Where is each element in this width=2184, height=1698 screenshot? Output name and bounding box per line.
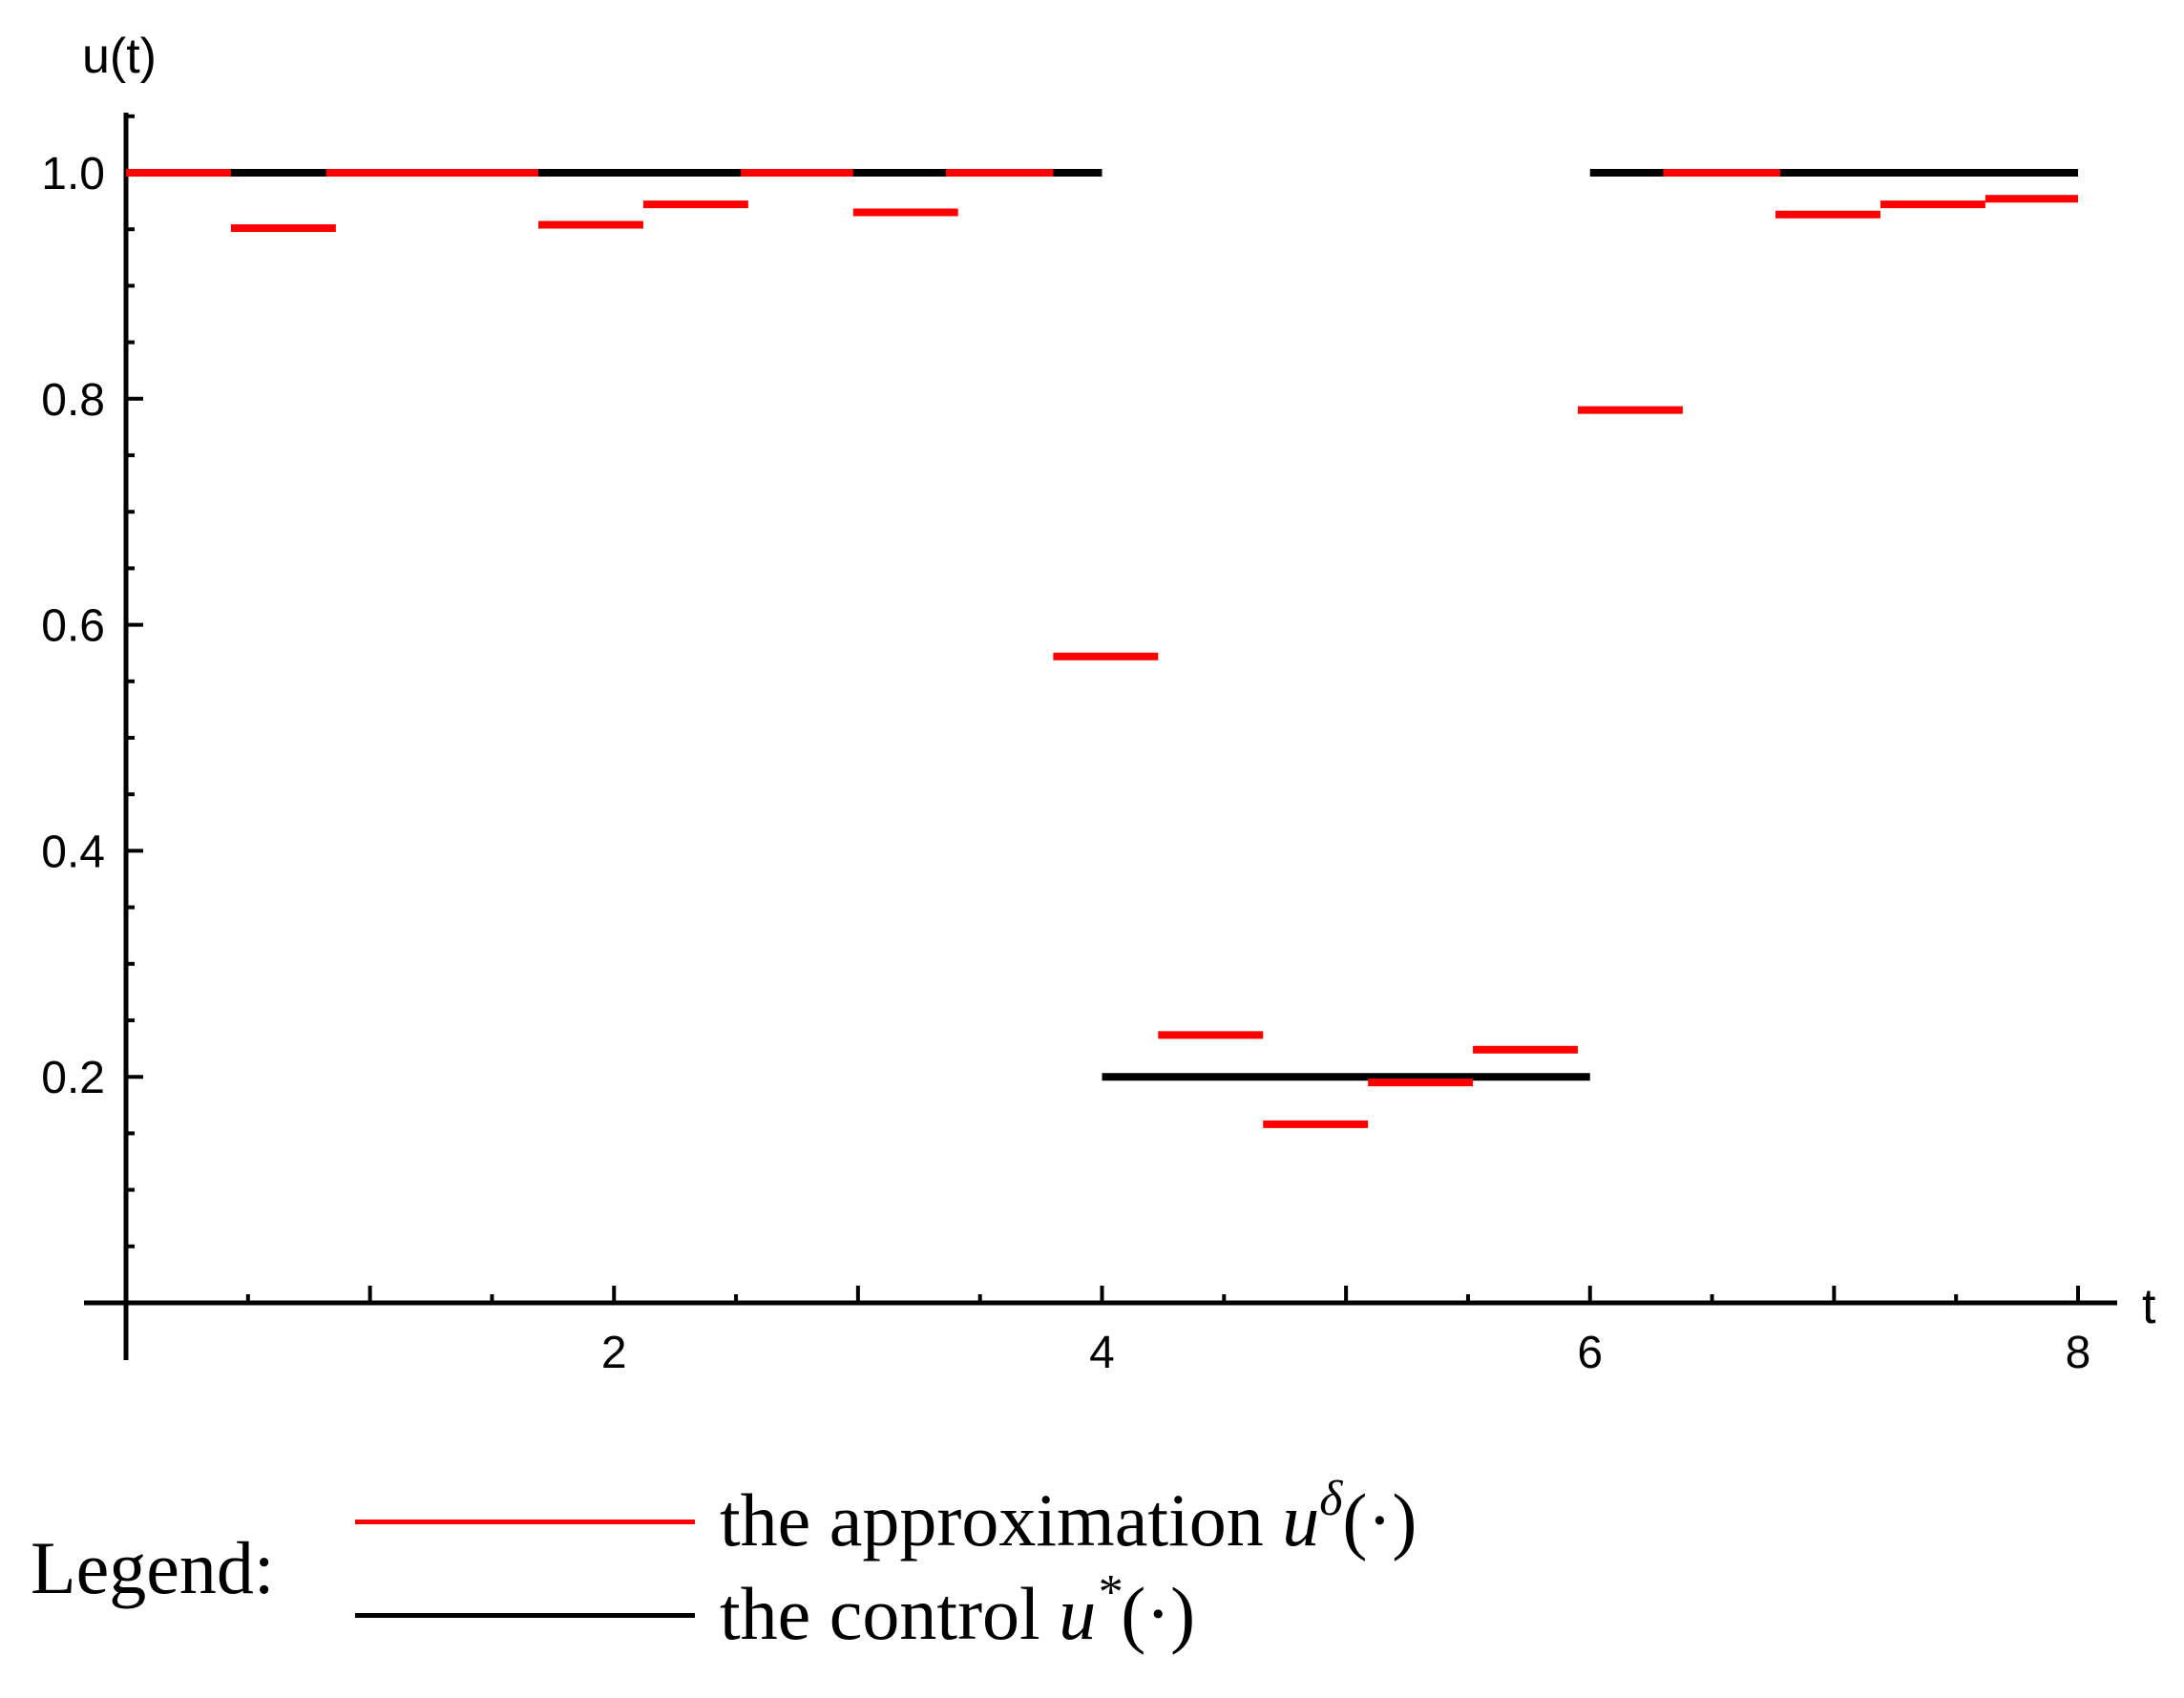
legend-label-control: the control u*(·) [720,1568,1196,1657]
legend-label-approximation: the approximation uδ(·) [720,1475,1418,1563]
axes [84,113,2117,1360]
legend-approximation-sup: δ [1319,1472,1343,1526]
series-control [126,169,2078,1081]
y-axis-title: u(t) [82,29,157,84]
x-tick-label: 6 [1577,1328,1603,1378]
y-tick-label: 0.4 [41,827,105,877]
x-tick-label: 4 [1089,1328,1115,1378]
x-tick-label: 2 [601,1328,627,1378]
y-tick-label: 0.2 [41,1053,105,1103]
legend-entry-control: the control u*(·) [355,1568,1596,1657]
legend-control-sup: * [1096,1565,1122,1620]
x-tick-label: 8 [2066,1328,2091,1378]
legend-approximation-symbol: u [1282,1478,1320,1562]
y-tick-label: 1.0 [41,149,105,199]
legend-control-text: the control [720,1572,1060,1655]
legend-heading: Legend: [31,1526,275,1609]
legend-control-arg: (·) [1121,1572,1196,1655]
x-axis-title: t [2142,1279,2156,1334]
legend-swatch-approximation [355,1520,695,1524]
legend-swatch-control [355,1613,695,1618]
legend-approximation-arg: (·) [1342,1478,1418,1562]
legend-control-symbol: u [1059,1572,1097,1655]
y-tick-label: 0.8 [41,375,105,426]
legend-entry-approximation: the approximation uδ(·) [355,1475,1596,1563]
chart-plot: 2 4 6 8 0.2 0.4 0.6 0.8 1.0 u(t) t [41,29,2156,1378]
series-approximation [126,169,2078,1128]
tick-labels: 2 4 6 8 0.2 0.4 0.6 0.8 1.0 [41,149,2090,1378]
y-tick-label: 0.6 [41,601,105,652]
legend: Legend: the approximation uδ(·) the cont… [31,1475,1653,1668]
ticks [126,114,2080,1303]
legend-approximation-text: the approximation [720,1478,1283,1562]
